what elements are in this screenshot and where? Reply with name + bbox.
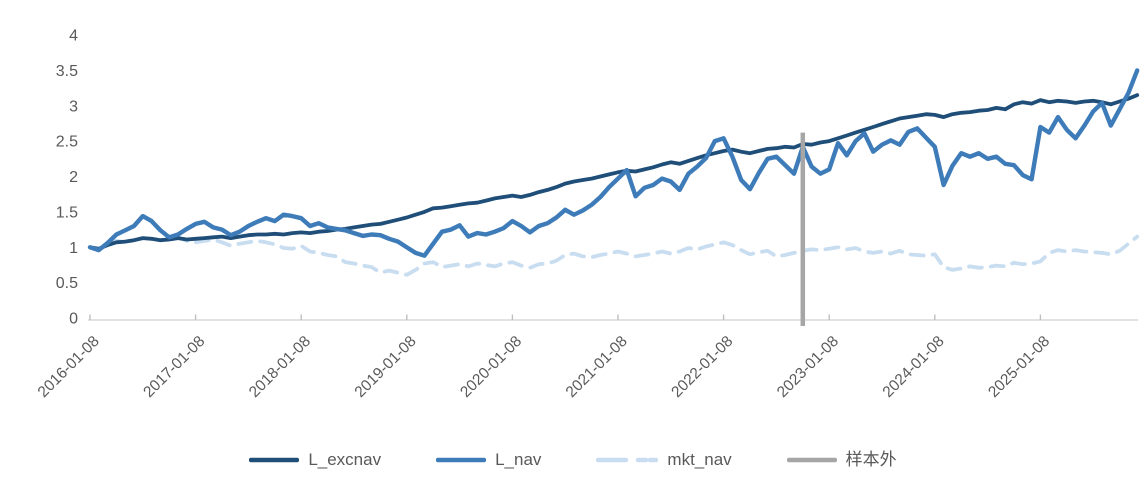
legend-item-l-excnav: L_excnav <box>249 451 381 468</box>
legend-swatch-gray-line-icon <box>786 457 837 462</box>
y-axis-label: 1.5 <box>56 204 78 221</box>
legend-label-l-nav: L_nav <box>495 450 542 469</box>
x-axis-label: 2021-01-08 <box>563 333 631 401</box>
x-axis-label: 2020-01-08 <box>457 333 525 401</box>
y-axis-label: 1 <box>69 240 78 257</box>
x-axis-label: 2019-01-08 <box>352 333 420 401</box>
x-axis-label: 2023-01-08 <box>774 333 842 401</box>
legend-label-l-excnav: L_excnav <box>308 450 382 469</box>
series-l-excnav <box>88 93 1140 251</box>
y-axis-label: 2 <box>69 169 78 186</box>
legend-label-out-of-sample: 样本外 <box>845 450 897 469</box>
x-axis-label: 2016-01-08 <box>35 333 103 401</box>
chart-legend: L_excnav L_nav mkt_nav 样本外 <box>0 451 1146 468</box>
legend-swatch-dashed-line-icon <box>596 457 659 462</box>
legend-swatch-solid-line-icon <box>436 457 487 462</box>
y-axis-label: 2.5 <box>56 134 78 151</box>
legend-item-mkt-nav: mkt_nav <box>596 450 732 469</box>
y-axis-label: 0 <box>69 311 78 328</box>
y-axis-label: 3 <box>69 98 78 115</box>
y-axis-label: 0.5 <box>56 275 78 292</box>
series-mkt-nav <box>88 234 1140 277</box>
x-axis-label: 2017-01-08 <box>140 333 208 401</box>
y-axis-label: 4 <box>69 28 78 45</box>
legend-label-mkt-nav: mkt_nav <box>667 450 732 469</box>
legend-swatch-solid-line-icon <box>249 457 300 462</box>
legend-item-l-nav: L_nav <box>436 451 541 468</box>
x-axis-label: 2025-01-08 <box>985 333 1053 401</box>
legend-item-out-of-sample: 样本外 <box>786 450 897 469</box>
x-axis-label: 2022-01-08 <box>668 333 736 401</box>
x-axis-label: 2018-01-08 <box>246 333 314 401</box>
series-l-nav <box>87 68 1140 258</box>
x-axis-label: 2024-01-08 <box>880 333 948 401</box>
y-axis-label: 3.5 <box>56 63 78 80</box>
